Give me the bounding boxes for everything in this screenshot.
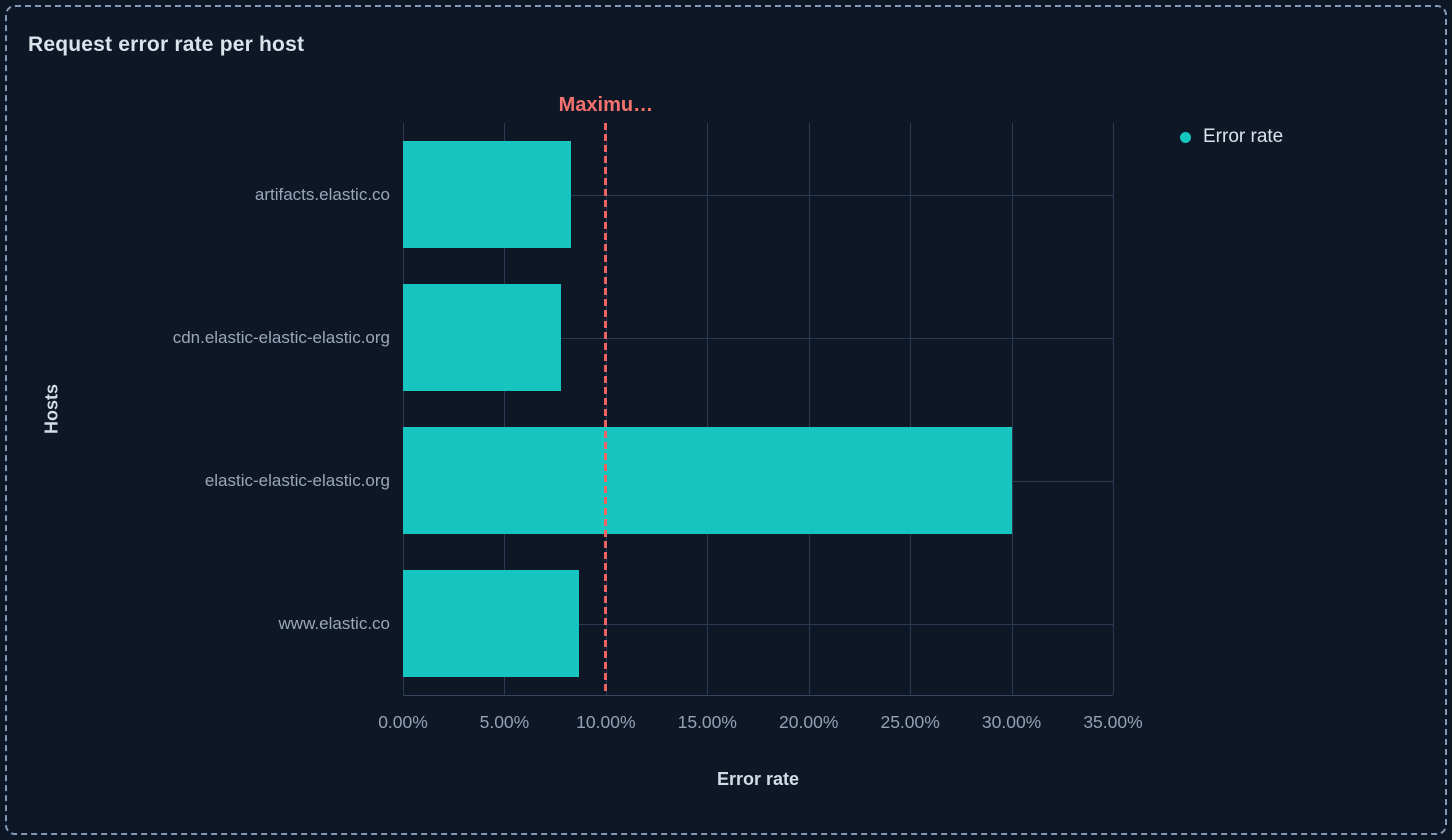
x-axis-tick-label: 35.00% xyxy=(1083,712,1143,732)
threshold-line xyxy=(604,123,608,695)
grid-line-vertical xyxy=(808,123,810,695)
bar-artifacts.elastic.co[interactable] xyxy=(403,140,572,249)
legend-series-label: Error rate xyxy=(1203,126,1284,147)
grid-line-vertical xyxy=(910,123,912,695)
plot-area[interactable] xyxy=(403,123,1114,696)
chart-title: Request error rate per host xyxy=(28,33,305,57)
grid-line-vertical xyxy=(403,123,404,695)
grid-line-horizontal xyxy=(403,623,1113,625)
grid-line-vertical xyxy=(1011,123,1013,695)
x-axis-tick-label: 5.00% xyxy=(479,712,530,732)
legend-series-dot-icon xyxy=(1180,131,1191,143)
threshold-label: Maximu… xyxy=(558,94,654,116)
x-axis-tick-label: 10.00% xyxy=(576,712,636,732)
y-axis-label: cdn.elastic-elastic-elastic.org xyxy=(172,327,390,347)
y-axis-label: artifacts.elastic.co xyxy=(254,184,390,204)
grid-line-vertical xyxy=(504,123,506,695)
x-axis-tick-label: 0.00% xyxy=(378,712,428,732)
y-axis-title: Hosts xyxy=(41,383,62,435)
grid-line-vertical xyxy=(1113,123,1114,695)
x-axis-title: Error rate xyxy=(716,769,800,789)
x-axis-tick-label: 25.00% xyxy=(880,712,940,732)
x-axis-tick-label: 20.00% xyxy=(779,712,839,732)
grid-line-vertical xyxy=(707,123,709,695)
y-axis-label: www.elastic.co xyxy=(278,613,390,633)
x-axis-tick-label: 15.00% xyxy=(677,712,737,732)
grid-line-horizontal xyxy=(403,337,1113,339)
x-axis-line xyxy=(403,695,1113,696)
legend-item-error-rate[interactable]: Error rate xyxy=(1180,126,1283,148)
bar-cdn.elastic-elastic-elastic.org[interactable] xyxy=(403,283,562,392)
x-axis-tick-label: 30.00% xyxy=(981,712,1042,732)
bar-www.elastic.co[interactable] xyxy=(403,569,580,678)
y-axis-label: elastic-elastic-elastic.org xyxy=(204,470,390,490)
bar-elastic-elastic-elastic.org[interactable] xyxy=(403,426,1012,535)
grid-line-horizontal xyxy=(403,194,1113,196)
